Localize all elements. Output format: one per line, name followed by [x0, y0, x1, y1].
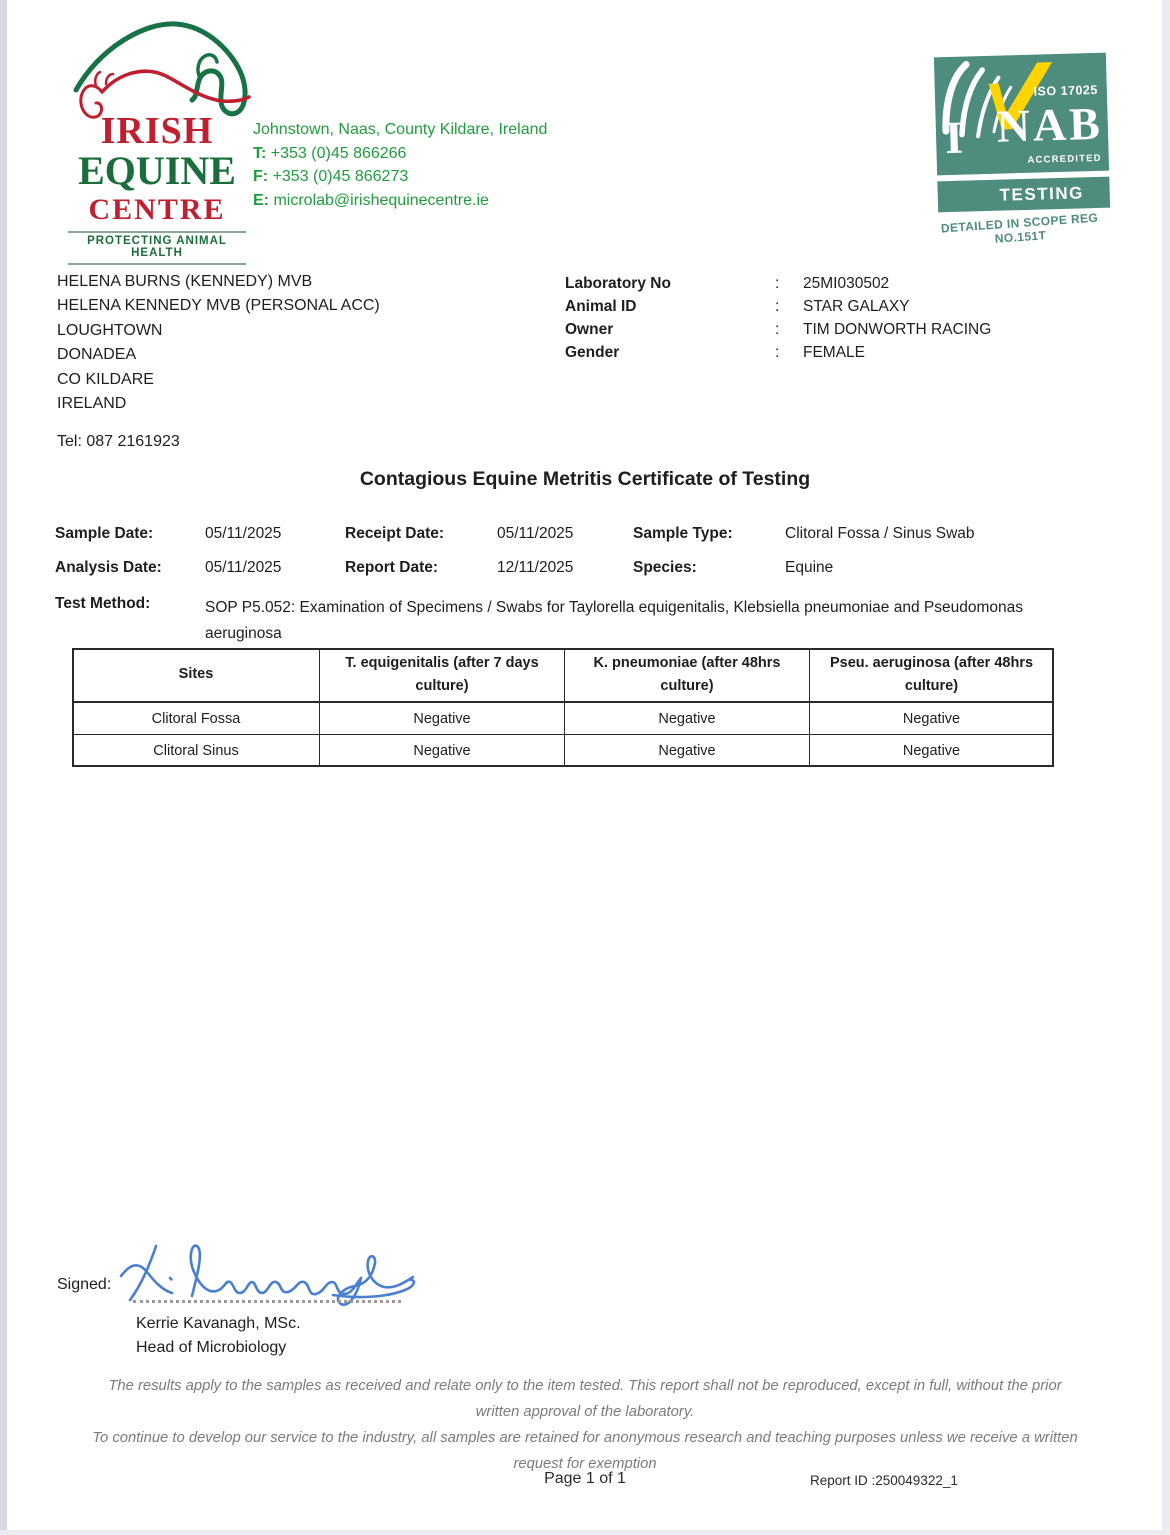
- inab-testing-label: TESTING: [999, 182, 1085, 205]
- signature-dotted-line: [133, 1292, 401, 1303]
- result-cell: Negative: [319, 701, 565, 735]
- case-info-row: Gender : FEMALE: [565, 341, 991, 364]
- sample-date-value: 05/11/2025: [205, 525, 282, 542]
- results-header-row: Sites T. equigenitalis (after 7 days cul…: [72, 648, 1054, 703]
- contact-email-value: microlab@irishequinecentre.ie: [273, 191, 489, 209]
- signatory-role: Head of Microbiology: [136, 1339, 287, 1356]
- logo-tagline: PROTECTING ANIMAL HEALTH: [68, 231, 246, 265]
- recipient-line: CO KILDARE: [57, 370, 154, 388]
- page-edge-right: [1162, 0, 1170, 1535]
- case-info-row: Laboratory No : 25MI030502: [565, 272, 991, 295]
- page-number: Page 1 of 1: [544, 1470, 626, 1487]
- handwritten-signature: [119, 1244, 416, 1306]
- gender-value: FEMALE: [803, 344, 866, 361]
- case-colon: :: [775, 275, 780, 292]
- analysis-date-label: Analysis Date:: [55, 559, 162, 576]
- inab-harp-icon: [942, 61, 1013, 139]
- laboratory-no-value: 25MI030502: [803, 275, 890, 292]
- table-row: Clitoral Fossa Negative Negative Negativ…: [72, 701, 1054, 735]
- case-info-row: Animal ID : STAR GALAXY: [565, 295, 991, 318]
- disclaimer-retention: To continue to develop our service to th…: [92, 1430, 1078, 1472]
- report-date-value: 12/11/2025: [497, 559, 574, 576]
- case-label: Owner: [565, 321, 614, 338]
- contact-phone-value: +353 (0)45 866266: [270, 144, 407, 162]
- irish-equine-centre-horses-icon: [73, 21, 251, 119]
- inab-iso-label: ISO 17025: [1033, 82, 1099, 99]
- results-header-t-equigenitalis: T. equigenitalis (after 7 days culture): [319, 648, 565, 703]
- sample-type-value: Clitoral Fossa / Sinus Swab: [785, 525, 975, 542]
- site-cell: Clitoral Fossa: [72, 701, 320, 735]
- contact-address: Johnstown, Naas, County Kildare, Ireland: [253, 121, 548, 138]
- contact-phone-label: T:: [253, 144, 267, 162]
- recipient-line: HELENA KENNEDY MVB (PERSONAL ACC): [57, 297, 380, 315]
- recipient-telephone: Tel: 087 2161923: [57, 433, 180, 450]
- site-cell: Clitoral Sinus: [72, 734, 320, 767]
- sample-date-label: Sample Date:: [55, 525, 154, 542]
- disclaimer-results: The results apply to the samples as rece…: [108, 1378, 1062, 1420]
- inab-checkmark-icon: [988, 62, 1053, 130]
- report-date-label: Report Date:: [345, 559, 439, 576]
- result-cell: Negative: [564, 734, 810, 767]
- inab-letter-i: I: [944, 111, 964, 164]
- case-colon: :: [775, 344, 780, 361]
- contact-fax-value: +353 (0)45 866273: [272, 168, 409, 185]
- recipient-line: DONADEA: [57, 346, 137, 364]
- report-id: Report ID :250049322_1: [810, 1473, 958, 1488]
- results-table: Sites T. equigenitalis (after 7 days cul…: [72, 648, 1054, 767]
- recipient-line: IRELAND: [57, 395, 127, 413]
- result-cell: Negative: [564, 701, 810, 735]
- page-edge-bottom: [0, 1530, 1170, 1535]
- result-cell: Negative: [809, 701, 1054, 735]
- contact-phone: T: +353 (0)45 866266: [253, 142, 547, 166]
- signed-label: Signed:: [57, 1276, 112, 1293]
- case-colon: :: [775, 298, 780, 315]
- case-info-row: Owner : TIM DONWORTH RACING: [565, 318, 991, 341]
- inab-letters-nab: NAB: [995, 97, 1104, 152]
- case-label: Animal ID: [565, 298, 637, 315]
- receipt-date-label: Receipt Date:: [345, 525, 445, 542]
- contact-email: E: microlab@irishequinecentre.ie: [253, 189, 547, 213]
- sample-type-label: Sample Type:: [633, 525, 733, 542]
- inab-badge-main: ISO 17025 I NAB ACCREDITED: [933, 52, 1110, 176]
- result-cell: Negative: [809, 734, 1054, 767]
- signatory-name: Kerrie Kavanagh, MSc.: [136, 1315, 301, 1332]
- case-label: Gender: [565, 344, 620, 361]
- irish-equine-centre-wordmark: IRISH EQUINE CENTRE PROTECTING ANIMAL HE…: [68, 112, 246, 265]
- animal-id-value: STAR GALAXY: [803, 298, 910, 315]
- species-value: Equine: [785, 559, 834, 576]
- inab-testing-strip: TESTING: [937, 176, 1111, 213]
- inab-accredited-label: ACCREDITED: [1027, 152, 1102, 166]
- page-edge-left: [0, 0, 7, 1535]
- analysis-date-value: 05/11/2025: [205, 559, 282, 576]
- contact-fax-label: F:: [253, 168, 269, 185]
- inab-scope-text: DETAILED IN SCOPE REG NO.151T: [940, 210, 1099, 246]
- recipient-address-block: HELENA BURNS (KENNEDY) MVB HELENA KENNED…: [57, 270, 380, 416]
- inab-accreditation-badge: ISO 17025 I NAB ACCREDITED TESTING: [933, 52, 1111, 213]
- result-cell: Negative: [319, 734, 565, 767]
- case-colon: :: [775, 321, 780, 338]
- table-row: Clitoral Sinus Negative Negative Negativ…: [72, 734, 1054, 767]
- logo-word-centre: CENTRE: [88, 193, 226, 226]
- test-method-label: Test Method:: [55, 595, 151, 612]
- recipient-line: LOUGHTOWN: [57, 321, 163, 339]
- test-method-value: SOP P5.052: Examination of Specimens / S…: [205, 599, 1023, 642]
- document-title: Contagious Equine Metritis Certificate o…: [359, 468, 811, 490]
- results-header-sites: Sites: [72, 648, 320, 703]
- letterhead-contact: Johnstown, Naas, County Kildare, Ireland…: [253, 118, 547, 212]
- case-info-block: Laboratory No : 25MI030502 Animal ID : S…: [565, 272, 991, 364]
- logo-word-irish: IRISH: [100, 110, 214, 152]
- results-header-k-pneumoniae: K. pneumoniae (after 48hrs culture): [564, 648, 810, 703]
- recipient-line: HELENA BURNS (KENNEDY) MVB: [57, 273, 313, 290]
- results-header-pseu-aeruginosa: Pseu. aeruginosa (after 48hrs culture): [809, 648, 1054, 703]
- receipt-date-value: 05/11/2025: [497, 525, 574, 542]
- species-label: Species:: [633, 559, 697, 576]
- logo-word-equine: EQUINE: [78, 148, 236, 193]
- case-label: Laboratory No: [565, 275, 671, 292]
- contact-email-label: E:: [253, 191, 269, 209]
- owner-value: TIM DONWORTH RACING: [803, 321, 992, 338]
- contact-fax: F: +353 (0)45 866273: [253, 165, 547, 189]
